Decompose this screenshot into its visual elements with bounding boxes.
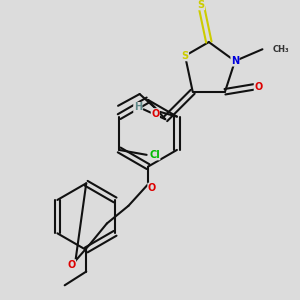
- Text: H: H: [134, 102, 142, 112]
- Text: CH₃: CH₃: [272, 45, 289, 54]
- Text: O: O: [151, 109, 160, 119]
- Text: Cl: Cl: [149, 150, 160, 160]
- Text: S: S: [197, 0, 205, 10]
- Text: S: S: [182, 51, 189, 61]
- Text: N: N: [231, 56, 239, 66]
- Text: O: O: [254, 82, 262, 92]
- Text: O: O: [68, 260, 76, 270]
- Text: O: O: [148, 183, 156, 193]
